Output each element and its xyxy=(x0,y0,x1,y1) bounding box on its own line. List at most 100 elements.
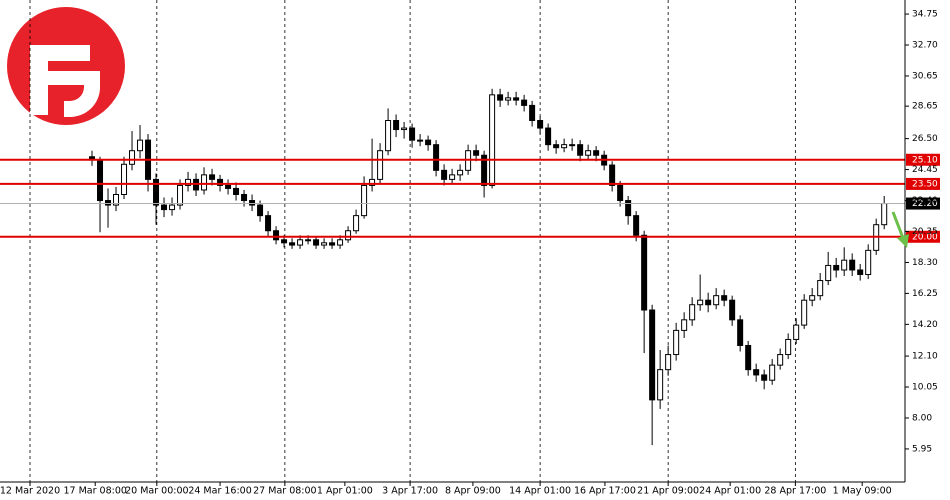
candle-body xyxy=(593,150,600,156)
candle-body xyxy=(529,104,536,121)
candle-body xyxy=(121,163,128,195)
x-tick-label: 1 Apr 01:00 xyxy=(317,486,373,497)
y-tick-label: 22.40 xyxy=(912,196,938,206)
candle-body xyxy=(209,174,216,180)
candle-body xyxy=(865,249,872,276)
candle-body xyxy=(353,215,360,232)
candle-body xyxy=(729,299,736,321)
candle-body xyxy=(649,309,656,401)
candle-body xyxy=(369,178,376,186)
candle-body xyxy=(449,174,456,180)
logo xyxy=(7,7,125,125)
candle-body xyxy=(761,374,768,381)
level-tag xyxy=(906,177,940,190)
logo-glyph xyxy=(30,45,100,118)
candle-body xyxy=(201,174,208,191)
x-tick-label: 28 Apr 17:00 xyxy=(764,486,826,497)
y-tick-label: 24.45 xyxy=(912,165,938,175)
candle-body xyxy=(713,295,720,306)
candle-body xyxy=(425,139,432,146)
candle-body xyxy=(393,120,400,131)
candle-body xyxy=(641,234,648,311)
x-tick-label: 20 Mar 00:00 xyxy=(125,486,188,497)
arrow xyxy=(891,211,909,248)
candle-body xyxy=(473,150,480,156)
candle-body xyxy=(153,178,160,206)
candle-body xyxy=(249,200,256,206)
candle-body xyxy=(97,159,104,202)
candle-body xyxy=(441,169,448,180)
candle-body xyxy=(777,354,784,366)
candle-body xyxy=(489,94,496,186)
candle-body xyxy=(633,215,640,236)
x-tick-label: 27 Mar 08:00 xyxy=(253,486,316,497)
candle-body xyxy=(705,299,712,306)
candle-body xyxy=(553,144,560,149)
candle-body xyxy=(537,120,544,129)
y-tick-label: 28.65 xyxy=(912,102,938,112)
candle-body xyxy=(241,193,248,202)
candle-body xyxy=(497,94,504,101)
candle-body xyxy=(177,184,184,206)
x-tick-label: 1 May 09:00 xyxy=(833,486,892,497)
candle-body xyxy=(697,299,704,306)
candle-body xyxy=(689,304,696,321)
candle-body xyxy=(817,280,824,297)
y-tick-label: 20.35 xyxy=(912,227,938,237)
candle-body xyxy=(137,139,144,152)
candle-body xyxy=(545,127,552,146)
candle-body xyxy=(625,200,632,217)
candle-body xyxy=(745,344,752,371)
candle-body xyxy=(681,319,688,331)
candle-body xyxy=(809,295,816,301)
candle-body xyxy=(401,127,408,131)
candle-body xyxy=(225,184,232,189)
candle-body xyxy=(297,239,304,246)
candle-body xyxy=(849,259,856,271)
candle-body xyxy=(185,178,192,186)
candle-body xyxy=(881,203,888,226)
candle-body xyxy=(433,144,440,171)
candle-body xyxy=(273,230,280,241)
level-label: 25.10 xyxy=(912,155,938,165)
candle-body xyxy=(505,97,512,101)
candle-body xyxy=(665,354,672,371)
level-tag xyxy=(906,230,940,243)
candle-body xyxy=(385,120,392,152)
candle-body xyxy=(657,369,664,401)
level-label: 23.50 xyxy=(912,179,938,189)
x-tick-label: 16 Apr 17:00 xyxy=(574,486,636,497)
candle-body xyxy=(337,239,344,246)
y-tick-label: 8.00 xyxy=(912,413,932,423)
arrow-head xyxy=(897,234,909,248)
candle-body xyxy=(361,184,368,217)
x-tick-label: 21 Apr 09:00 xyxy=(637,486,699,497)
candle-body xyxy=(577,144,584,156)
candle-body xyxy=(833,264,840,271)
candle-body xyxy=(305,239,312,242)
level-tag xyxy=(906,153,940,166)
candle-body xyxy=(617,184,624,202)
y-tick-label: 12.10 xyxy=(912,352,938,362)
candle-body xyxy=(769,364,776,381)
y-tick-label: 32.70 xyxy=(912,40,938,50)
candle-body xyxy=(377,150,384,180)
candle-body xyxy=(801,299,808,326)
candle-body xyxy=(169,204,176,211)
y-tick-label: 30.65 xyxy=(912,71,938,81)
arrow-shaft xyxy=(891,211,905,239)
last-price-label: 22.20 xyxy=(912,199,938,209)
candle-body xyxy=(753,369,760,376)
candle-body xyxy=(417,139,424,142)
last-price-tag xyxy=(906,197,940,210)
candle-body xyxy=(113,193,120,206)
x-tick-label: 3 Apr 17:00 xyxy=(382,486,438,497)
candle-body xyxy=(481,154,488,186)
candle-body xyxy=(857,269,864,276)
candle-body xyxy=(569,144,576,147)
y-tick-label: 10.05 xyxy=(912,383,938,393)
y-tick-label: 5.95 xyxy=(912,444,932,454)
y-tick-label: 14.20 xyxy=(912,320,938,330)
